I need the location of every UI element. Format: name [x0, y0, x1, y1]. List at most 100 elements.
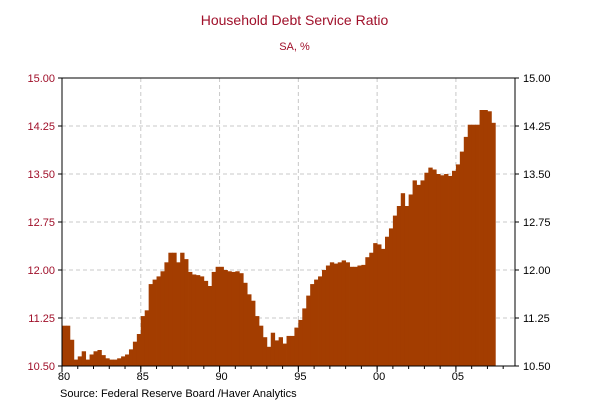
bar [117, 358, 122, 366]
bar [136, 334, 142, 366]
bar [125, 354, 130, 366]
bar [191, 274, 197, 366]
bar [475, 124, 480, 366]
bar [65, 325, 71, 366]
bar [369, 252, 374, 366]
bar [109, 359, 114, 366]
bar [479, 110, 484, 366]
y-tick-label-left: 12.75 [27, 217, 55, 229]
bar [223, 270, 228, 366]
bar [440, 175, 445, 366]
bar [345, 262, 350, 366]
y-tick-label-right: 10.50 [523, 361, 551, 373]
y-tick-label-left: 15.00 [27, 73, 55, 85]
bar [89, 354, 94, 366]
bar [428, 167, 433, 366]
bar [310, 284, 315, 366]
x-tick-label: 80 [58, 371, 70, 383]
x-tick-label: 85 [137, 371, 149, 383]
bar [408, 194, 413, 366]
bar [349, 266, 354, 366]
bar [455, 164, 461, 366]
x-tick-label: 95 [294, 371, 306, 383]
bar [451, 170, 457, 366]
bar [140, 316, 146, 366]
bar [341, 260, 347, 366]
bar [73, 359, 79, 366]
bar [298, 319, 303, 366]
bar [199, 276, 205, 366]
bar [251, 300, 256, 366]
bar [121, 356, 126, 366]
bar [62, 325, 67, 366]
bar [357, 265, 362, 366]
bar [278, 337, 283, 366]
bar [491, 122, 496, 366]
bar [85, 359, 90, 366]
bar [144, 310, 150, 366]
bar [385, 236, 390, 366]
bar [444, 174, 449, 366]
bar [262, 337, 268, 366]
bar [487, 111, 492, 366]
bar [392, 215, 398, 366]
y-tick-label-right: 11.25 [523, 313, 550, 325]
bar [247, 294, 252, 366]
x-tick-label: 05 [452, 371, 464, 383]
source-note: Source: Federal Reserve Board /Haver Ana… [60, 388, 297, 400]
bar [231, 271, 236, 366]
bar [365, 257, 370, 366]
bar [373, 243, 378, 366]
bar [448, 175, 453, 366]
y-tick-label-right: 14.25 [523, 121, 551, 133]
bar [128, 349, 134, 366]
bar [306, 295, 311, 366]
bar [207, 286, 213, 366]
bar [290, 335, 295, 366]
bar [77, 356, 83, 366]
bar [329, 262, 335, 366]
bar [69, 339, 75, 366]
bar [302, 308, 307, 366]
bar [274, 340, 280, 366]
bar [81, 351, 87, 366]
bar [314, 279, 319, 366]
bar [266, 346, 272, 366]
y-tick-label-right: 12.00 [523, 265, 551, 277]
bar [113, 359, 118, 366]
bar [160, 271, 165, 366]
bar [152, 279, 157, 366]
bar [172, 252, 177, 366]
bar [381, 248, 386, 366]
y-tick-label-left: 14.25 [27, 121, 55, 133]
y-tick-label-right: 15.00 [523, 73, 551, 85]
bar [188, 271, 193, 366]
bar [353, 266, 358, 366]
bar [467, 124, 473, 366]
bar [93, 351, 98, 366]
bar [396, 206, 402, 366]
bar [325, 265, 331, 366]
bar [164, 262, 169, 366]
x-tick-label: 90 [215, 371, 227, 383]
bar [203, 280, 209, 366]
bar [227, 271, 232, 366]
bar [168, 252, 173, 366]
bar [424, 172, 429, 366]
bar [333, 263, 339, 366]
bar [404, 206, 410, 366]
bar [420, 180, 425, 366]
bar [416, 184, 421, 366]
bar [270, 332, 276, 366]
chart-subtitle: SA, % [279, 41, 310, 53]
bar [400, 193, 406, 366]
chart-title: Household Debt Service Ratio [200, 12, 389, 28]
y-tick-label-left: 12.00 [27, 265, 55, 277]
bar [156, 276, 161, 366]
y-tick-label-left: 10.50 [27, 361, 55, 373]
bar [483, 110, 488, 366]
bar [388, 228, 394, 366]
bar [243, 282, 248, 366]
bar [377, 244, 382, 366]
